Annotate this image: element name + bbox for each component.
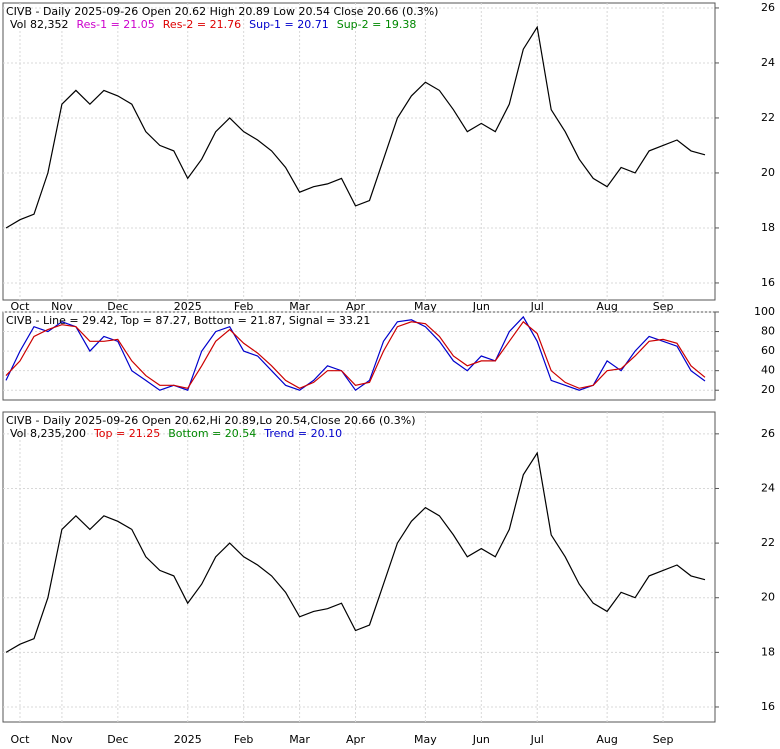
y-tick-label: 26 bbox=[761, 1, 775, 14]
legend-entry: Vol 82,352 bbox=[10, 18, 68, 31]
legend-entry: Top = 21.25 bbox=[93, 427, 160, 440]
x-tick-label: Sep bbox=[653, 300, 674, 313]
panel-header: CIVB - Daily 2025-09-26 Open 20.62,Hi 20… bbox=[6, 414, 416, 427]
x-tick-label: Feb bbox=[234, 733, 253, 745]
series-line bbox=[5, 320, 706, 389]
y-tick-label: 16 bbox=[761, 700, 775, 713]
y-tick-label: 22 bbox=[761, 536, 775, 549]
panel-header: CIVB - Line = 29.42, Top = 87.27, Bottom… bbox=[6, 314, 370, 327]
x-tick-label: Jun bbox=[472, 300, 490, 313]
legend-entry: Sup-2 = 19.38 bbox=[337, 18, 417, 31]
y-tick-label: 16 bbox=[761, 276, 775, 289]
x-tick-label: Apr bbox=[346, 300, 366, 313]
series-line bbox=[5, 451, 706, 653]
x-tick-label: Sep bbox=[653, 733, 674, 745]
x-tick-label: Jul bbox=[530, 733, 544, 745]
legend-entry: Sup-1 = 20.71 bbox=[249, 18, 329, 31]
x-tick-label: Dec bbox=[107, 733, 128, 745]
y-tick-label: 20 bbox=[761, 591, 775, 604]
y-tick-label: 100 bbox=[754, 305, 775, 318]
y-tick-label: 40 bbox=[761, 364, 775, 377]
series-line bbox=[5, 315, 706, 392]
legend-entry: Res-1 = 21.05 bbox=[76, 18, 154, 31]
x-tick-label: Jun bbox=[472, 733, 490, 745]
x-tick-label: Aug bbox=[596, 733, 617, 745]
x-tick-label: Mar bbox=[289, 733, 310, 745]
y-tick-label: 18 bbox=[761, 221, 775, 234]
y-tick-label: 26 bbox=[761, 427, 775, 440]
y-tick-label: 80 bbox=[761, 325, 775, 338]
x-tick-label: 2025 bbox=[174, 300, 202, 313]
x-tick-label: May bbox=[414, 733, 437, 745]
y-tick-label: 22 bbox=[761, 111, 775, 124]
panel-frame bbox=[2, 411, 716, 723]
y-tick-label: 18 bbox=[761, 645, 775, 658]
panel-frame bbox=[2, 2, 716, 301]
legend-entry: Res-2 = 21.76 bbox=[163, 18, 241, 31]
legend-entry: Trend = 20.10 bbox=[263, 427, 342, 440]
x-tick-label: Oct bbox=[10, 300, 30, 313]
x-tick-label: Feb bbox=[234, 300, 253, 313]
x-tick-label: 2025 bbox=[174, 733, 202, 745]
legend-entry: Vol 8,235,200 bbox=[10, 427, 86, 440]
x-tick-label: Jul bbox=[530, 300, 544, 313]
x-tick-label: May bbox=[414, 300, 437, 313]
y-tick-label: 24 bbox=[761, 56, 775, 69]
series-line bbox=[5, 25, 706, 229]
y-tick-label: 20 bbox=[761, 166, 775, 179]
x-tick-label: Dec bbox=[107, 300, 128, 313]
panel-header: CIVB - Daily 2025-09-26 Open 20.62 High … bbox=[6, 5, 438, 18]
x-tick-label: Aug bbox=[596, 300, 617, 313]
y-tick-label: 20 bbox=[761, 383, 775, 396]
y-tick-label: 60 bbox=[761, 344, 775, 357]
legend-entry: Bottom = 20.54 bbox=[168, 427, 256, 440]
x-tick-label: Nov bbox=[51, 733, 73, 745]
x-tick-label: Mar bbox=[289, 300, 310, 313]
x-tick-label: Apr bbox=[346, 733, 366, 745]
x-tick-label: Nov bbox=[51, 300, 73, 313]
y-tick-label: 24 bbox=[761, 481, 775, 494]
x-tick-label: Oct bbox=[10, 733, 30, 745]
